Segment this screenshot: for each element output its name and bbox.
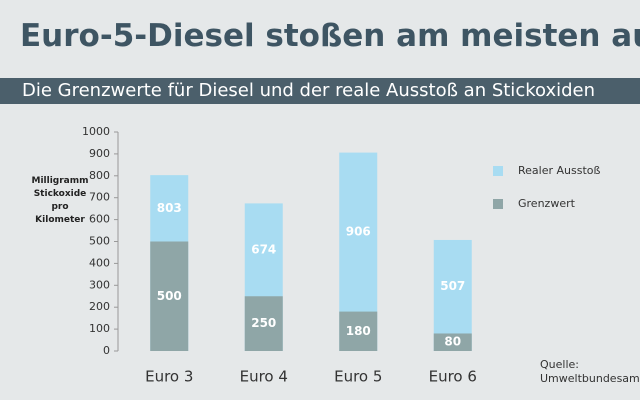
- data-label: 803: [157, 201, 182, 215]
- y-tick-label: 700: [89, 191, 110, 204]
- data-label: 507: [440, 279, 465, 293]
- y-tick-label: 400: [89, 256, 110, 269]
- data-label: 250: [251, 316, 276, 330]
- legend-label: Realer Ausstoß: [518, 164, 601, 177]
- y-tick-label: 1000: [82, 125, 110, 138]
- chart-title: Euro-5-Diesel stoßen am meisten aus: [20, 18, 640, 54]
- y-tick-label: 800: [89, 169, 110, 182]
- y-tick-label: 500: [89, 235, 110, 248]
- y-tick-label: 300: [89, 278, 110, 291]
- data-label: 80: [444, 335, 461, 349]
- x-tick-label: Euro 6: [429, 368, 477, 386]
- x-tick-label: Euro 3: [145, 368, 193, 386]
- y-tick-label: 100: [89, 322, 110, 335]
- y-tick-label: 0: [103, 344, 110, 357]
- bar: [433, 333, 472, 351]
- data-label: 674: [251, 242, 276, 256]
- y-axis-label: Milligramm Stickoxide pro Kilometer: [31, 176, 89, 225]
- legend-swatch: [493, 166, 503, 176]
- bar: [433, 239, 472, 351]
- bar: [150, 241, 189, 351]
- chart-subtitle: Die Grenzwerte für Diesel und der reale …: [0, 78, 640, 104]
- bar: [244, 296, 283, 351]
- y-tick-label: 200: [89, 300, 110, 313]
- y-tick-label: 900: [89, 147, 110, 160]
- data-label: 180: [346, 324, 371, 338]
- x-tick-label: Euro 4: [240, 368, 288, 386]
- data-label: 500: [157, 289, 182, 303]
- source: Quelle: Umweltbundesamt: [540, 358, 640, 385]
- bar: [339, 311, 378, 351]
- data-label: 906: [346, 225, 371, 239]
- y-tick-label: 600: [89, 213, 110, 226]
- x-tick-label: Euro 5: [334, 368, 382, 386]
- legend-swatch: [493, 199, 503, 209]
- legend-label: Grenzwert: [518, 197, 576, 210]
